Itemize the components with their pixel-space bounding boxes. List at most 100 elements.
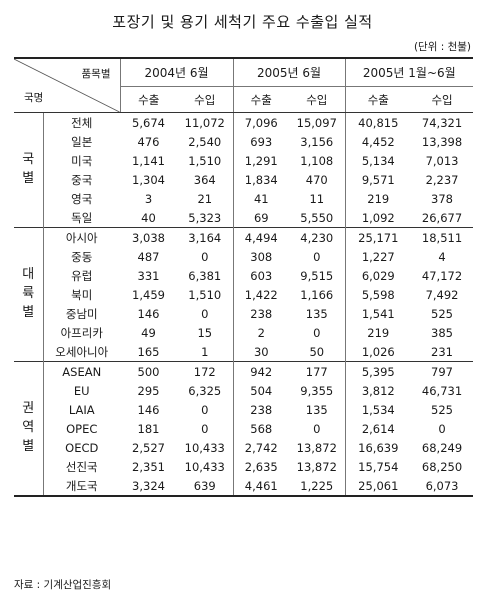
row-name: 전체 <box>43 112 120 132</box>
export-value: 1,026 <box>344 342 412 362</box>
export-value: 146 <box>137 306 160 321</box>
diagonal-line <box>14 59 119 112</box>
import-value: 9,355 <box>300 383 334 398</box>
export-value: 146 <box>137 402 160 417</box>
import-value: 364 <box>193 172 216 187</box>
export-value: 3,812 <box>344 381 412 400</box>
export-value: 1,304 <box>132 172 165 187</box>
export-value: 3,324 <box>132 478 165 493</box>
export-value: 1,227 <box>344 247 412 266</box>
period-header-3: 2005년 1월~6월 <box>344 58 474 87</box>
table-row: 개도국 3,324 639 4,461 1,225 25,061 6,073 <box>14 476 473 496</box>
export-value: 3,038 <box>120 227 177 247</box>
import-value: 0 <box>201 402 209 417</box>
import-value: 3,164 <box>177 227 234 247</box>
item-label: 품목별 <box>81 68 111 80</box>
row-name: 중동 <box>71 249 93 264</box>
row-name: 오세아니아 <box>55 344 109 359</box>
import-value: 231 <box>431 344 453 359</box>
import-value: 378 <box>431 191 453 206</box>
import-value: 1,510 <box>188 153 222 168</box>
import-value: 13,872 <box>296 459 337 474</box>
export-value: 2 <box>232 323 290 342</box>
import-value: 177 <box>289 361 346 381</box>
export-value: 1,834 <box>232 170 290 189</box>
row-name: 아시아 <box>43 227 120 247</box>
group-label-char: 별 <box>22 304 35 320</box>
import-value: 6,325 <box>188 383 222 398</box>
import-value: 172 <box>177 361 234 381</box>
import-value: 1,166 <box>300 287 334 302</box>
import-value: 385 <box>431 325 453 340</box>
table-row: 중동 487 0 308 0 1,227 4 <box>14 247 473 266</box>
row-name: OPEC <box>66 421 98 436</box>
table-row: 일본 476 2,540 693 3,156 4,452 13,398 <box>14 132 473 151</box>
export-value: 7,096 <box>232 112 290 132</box>
import-value: 18,511 <box>411 227 474 247</box>
export-value: 4,452 <box>344 132 412 151</box>
import-value: 135 <box>305 402 328 417</box>
import-value: 9,515 <box>300 268 334 283</box>
row-name: 선진국 <box>65 459 98 474</box>
export-value: 4,461 <box>232 476 290 496</box>
export-value: 2,527 <box>132 440 165 455</box>
export-value: 500 <box>120 361 177 381</box>
import-value: 470 <box>305 172 328 187</box>
import-value: 26,677 <box>421 210 463 225</box>
group-label-char: 국 <box>22 152 35 168</box>
import-value: 13,398 <box>421 134 463 149</box>
import-value: 11,072 <box>177 112 234 132</box>
import-value: 0 <box>201 249 209 264</box>
export-value: 504 <box>232 381 290 400</box>
import-header: 수입 <box>289 86 346 113</box>
import-value: 10,433 <box>184 440 225 455</box>
group-label-char: 역 <box>22 420 35 436</box>
export-value: 603 <box>232 266 290 285</box>
table-row: EU 295 6,325 504 9,355 3,812 46,731 <box>14 381 473 400</box>
export-value: 5,134 <box>344 151 412 170</box>
import-value: 525 <box>431 402 453 417</box>
table-row: 영국 3 21 41 11 219 378 <box>14 189 473 208</box>
table-row: 선진국 2,351 10,433 2,635 13,872 15,754 68,250 <box>14 457 473 476</box>
export-value: 4,494 <box>232 227 290 247</box>
import-value: 21 <box>197 191 213 206</box>
export-value: 41 <box>232 189 290 208</box>
export-value: 693 <box>232 132 290 151</box>
table-row: 중국 1,304 364 1,834 470 9,571 2,237 <box>14 170 473 189</box>
export-value: 49 <box>141 325 156 340</box>
export-value: 15,754 <box>344 457 412 476</box>
group-label-char: 권 <box>22 401 35 417</box>
export-value: 1,092 <box>344 208 412 228</box>
table-row: 중남미 146 0 238 135 1,541 525 <box>14 304 473 323</box>
export-value: 2,614 <box>344 419 412 438</box>
import-value: 0 <box>313 421 321 436</box>
export-value: 1,541 <box>344 304 412 323</box>
export-value: 165 <box>137 344 160 359</box>
export-value: 9,571 <box>344 170 412 189</box>
export-value: 1,534 <box>344 400 412 419</box>
export-value: 5,395 <box>344 361 412 381</box>
row-name: EU <box>73 383 90 398</box>
table-row: 독일 40 5,323 69 5,550 1,092 26,677 <box>14 208 473 228</box>
export-value: 295 <box>137 383 160 398</box>
row-name: 미국 <box>71 153 93 168</box>
table-row: 오세아니아 165 1 30 50 1,026 231 <box>14 342 473 362</box>
import-value: 1,510 <box>188 287 222 302</box>
row-name: 북미 <box>71 287 93 302</box>
export-header: 수출 <box>344 86 412 113</box>
export-value: 1,291 <box>232 151 290 170</box>
table-row: OPEC 181 0 568 0 2,614 0 <box>14 419 473 438</box>
export-value: 219 <box>344 323 412 342</box>
row-name: ASEAN <box>43 361 120 381</box>
export-header: 수출 <box>120 86 177 113</box>
source-note: 자료 : 기계산업진흥회 <box>14 579 112 591</box>
export-value: 6,029 <box>344 266 412 285</box>
import-value: 15 <box>197 325 213 340</box>
table-row: 미국 1,141 1,510 1,291 1,108 5,134 7,013 <box>14 151 473 170</box>
import-value: 10,433 <box>184 459 225 474</box>
import-value: 639 <box>193 478 216 493</box>
export-value: 308 <box>232 247 290 266</box>
export-value: 30 <box>232 342 290 362</box>
export-value: 16,639 <box>344 438 412 457</box>
